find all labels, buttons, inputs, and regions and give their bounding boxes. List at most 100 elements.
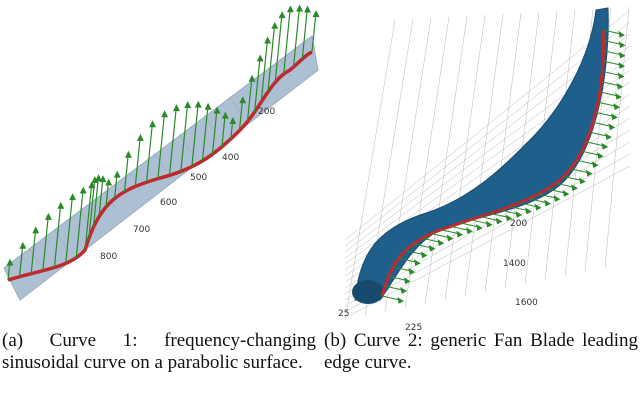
arrow-head [544, 199, 552, 207]
arrow-head [105, 178, 113, 186]
arrow-head [239, 96, 247, 104]
arrow-shaft [519, 202, 538, 208]
arrows [6, 4, 320, 281]
arrow-head [173, 104, 180, 112]
arrow-head [312, 10, 320, 17]
grid-line [444, 14, 486, 301]
arrow-shaft [211, 107, 218, 155]
caption: (b) Curve 2: generic Fan Blade leading e… [324, 330, 638, 373]
arrow-shaft [221, 112, 226, 148]
arrow-head [562, 190, 570, 197]
arrow-head [534, 203, 542, 211]
arrow-head [403, 277, 411, 285]
arrow-head [618, 41, 626, 49]
arrow-shaft [157, 111, 166, 179]
arrow-head [296, 4, 304, 12]
arrow-shaft [65, 194, 74, 264]
arrow-shaft [75, 187, 84, 258]
caption: (a) Curve 1: frequency-changing sinusoid… [2, 330, 316, 373]
arrow-head [525, 207, 532, 215]
grid-line [53, 228, 67, 248]
arrow-shaft [440, 229, 460, 235]
arrow-shaft [499, 209, 519, 215]
arrow-head [113, 170, 121, 178]
arrow-head [601, 142, 609, 150]
arrow-shaft [253, 55, 261, 113]
tick-label: 700 [133, 225, 150, 235]
arrow-head [19, 241, 27, 249]
arrow-shaft [480, 216, 499, 222]
arrow-head [264, 36, 272, 44]
tick-label: 200 [258, 107, 275, 117]
arrow-shaft [92, 175, 100, 228]
tick-label: 1400 [503, 259, 526, 269]
arrow-head [57, 201, 65, 209]
arrow-shaft [84, 182, 93, 250]
arrow-shaft [413, 243, 432, 249]
arrow-shaft [42, 214, 50, 271]
arrow-head [32, 226, 40, 234]
grid [28, 57, 292, 267]
arrow-shaft [180, 102, 189, 172]
arrow-shaft [168, 105, 178, 176]
arrow-head [44, 212, 52, 220]
grid-line [28, 247, 42, 267]
grid-line [344, 19, 396, 321]
arrow-head [420, 251, 428, 259]
arrow-head [88, 181, 96, 189]
arrow-shaft [602, 29, 622, 35]
arrow-shaft [450, 225, 469, 231]
arrow-head [475, 224, 483, 231]
arrow-head [69, 193, 77, 201]
grid-line [424, 15, 468, 305]
arrow-head [585, 169, 593, 177]
arrow-head [99, 175, 107, 183]
arrow-shaft [30, 227, 37, 274]
grid-line [103, 190, 117, 210]
tick-label: 600 [160, 198, 177, 208]
arrow-shaft [274, 12, 283, 83]
arrow-head [615, 92, 622, 100]
arrow-shaft [528, 198, 548, 204]
arrow-shaft [547, 188, 566, 194]
arrow-head [571, 184, 578, 191]
arrow-shaft [538, 193, 557, 199]
arrow-head [161, 110, 169, 118]
arrow-shaft [603, 39, 622, 45]
arrow-head [505, 214, 513, 222]
arrow-shaft [388, 275, 407, 281]
arrow-head [397, 296, 405, 304]
curve [380, 29, 605, 297]
arrow-shaft [460, 222, 479, 228]
arrow-shaft [301, 6, 309, 60]
grid-line [178, 133, 192, 153]
tick-label: 25 [338, 309, 349, 319]
arrow-shaft [267, 23, 276, 93]
arrow-head [213, 106, 221, 114]
arrow-shaft [201, 104, 209, 162]
arrow-head [495, 217, 503, 225]
arrow-head [204, 102, 212, 110]
arrow-head [446, 234, 454, 242]
tick-label: 800 [100, 252, 117, 262]
grid-line [228, 95, 242, 115]
arrow-shaft [601, 81, 620, 87]
arrow-shaft [599, 91, 618, 97]
tick-label: 200 [510, 219, 527, 229]
arrow-shaft [123, 152, 130, 192]
arrow-head [597, 152, 604, 159]
arrow-shaft [134, 135, 141, 187]
grid-line [128, 171, 142, 191]
arrow-shaft [592, 121, 612, 127]
arrow-shaft [581, 150, 600, 156]
arrow-shaft [603, 50, 622, 56]
arrow-shaft [98, 176, 104, 217]
arrow-shaft [563, 176, 582, 181]
surface-face [4, 36, 318, 300]
arrow-head [304, 5, 311, 13]
arrow-head [136, 133, 144, 141]
arrow-head [485, 220, 493, 228]
arrow-shaft [398, 257, 417, 263]
arrow-head [428, 244, 436, 252]
arrow-shaft [422, 237, 441, 243]
